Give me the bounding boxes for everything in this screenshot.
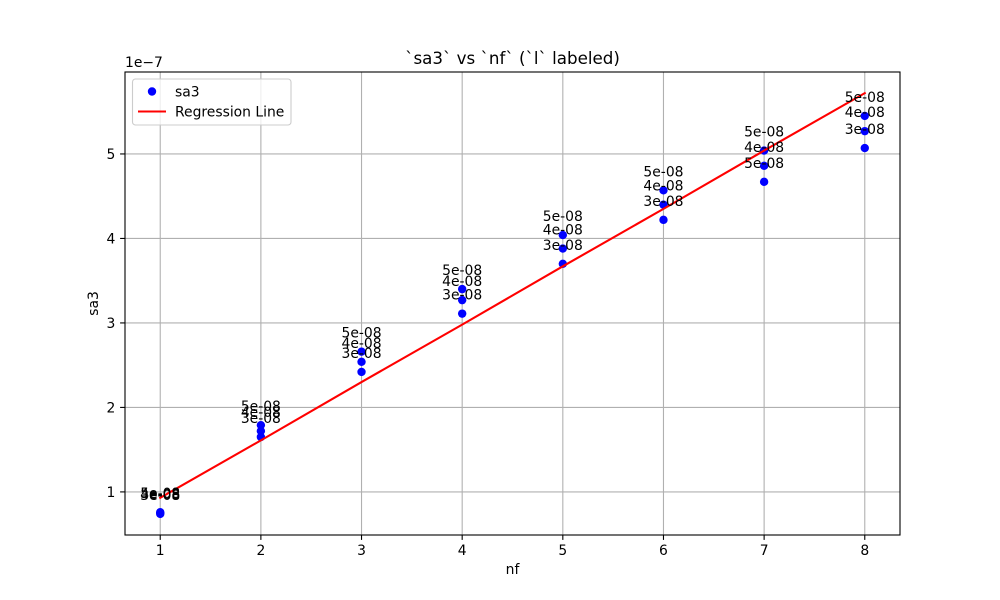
data-point	[558, 244, 568, 253]
data-point	[860, 126, 869, 136]
regression-line	[158, 91, 867, 500]
point-label: 4e-08	[442, 274, 482, 290]
data-point	[659, 215, 668, 225]
data-point	[558, 230, 568, 240]
legend-marker-sa3	[147, 87, 157, 96]
y-tick-label: 1	[106, 485, 115, 501]
data-point	[759, 177, 769, 187]
data-point	[357, 367, 366, 377]
legend-label-sa3: sa3	[175, 85, 200, 101]
point-label: 3e-08	[341, 346, 381, 362]
x-tick-label: 5	[558, 543, 567, 559]
data-point	[860, 143, 869, 153]
chart-title: `sa3` vs `nf` (`l` labeled)	[405, 48, 620, 68]
point-label: 5e-08	[241, 399, 281, 415]
legend-label-regression: Regression Line	[175, 105, 284, 121]
x-axis-label: nf	[506, 562, 521, 578]
point-labels: 5e-084e-083e-085e-084e-083e-085e-084e-08…	[140, 90, 885, 504]
y-axis-offset-text: 1e−7	[125, 55, 163, 71]
point-label: 4e-08	[543, 223, 583, 239]
point-label: 5e-08	[140, 486, 180, 502]
point-label: 3e-08	[241, 411, 281, 427]
axis-ticks: 1 2 3 4 5 6 7 8 1 2 3 4 5	[106, 147, 869, 559]
regression-series	[158, 91, 867, 500]
point-label: 3e-08	[140, 488, 180, 504]
point-label: 5e-08	[643, 164, 683, 180]
legend-box	[131, 78, 292, 126]
point-label: 3e-08	[845, 122, 885, 138]
point-label: 5e-08	[341, 326, 381, 342]
x-tick-label: 4	[458, 543, 467, 559]
y-tick-label: 5	[106, 147, 115, 163]
point-label: 4e-08	[845, 105, 885, 121]
x-tick-label: 3	[357, 543, 366, 559]
data-point	[860, 111, 869, 121]
point-label: 4e-08	[341, 336, 381, 352]
data-point	[256, 420, 266, 430]
y-axis-label: sa3	[86, 291, 102, 316]
y-tick-label: 3	[106, 316, 115, 332]
plot-area	[125, 72, 900, 535]
point-label: 3e-08	[543, 238, 583, 254]
data-point	[659, 186, 668, 195]
point-label: 3e-08	[442, 288, 482, 304]
data-point	[457, 295, 467, 305]
point-label: 5e-08	[442, 263, 482, 279]
y-tick-label: 2	[106, 400, 115, 416]
data-point	[357, 347, 366, 356]
point-label: 4e-08	[241, 405, 281, 421]
point-label: 3e-08	[643, 194, 683, 210]
x-tick-label: 6	[659, 543, 668, 559]
data-point	[759, 161, 769, 170]
grid-lines	[125, 72, 900, 535]
point-label: 4e-08	[643, 179, 683, 195]
point-label: 5e-08	[845, 90, 885, 106]
data-point	[457, 284, 467, 294]
data-point	[256, 426, 266, 436]
y-tick-label: 4	[106, 231, 115, 247]
plot-frame	[124, 71, 901, 536]
x-tick-label: 7	[760, 543, 769, 559]
data-point	[357, 357, 366, 366]
x-tick-label: 8	[860, 543, 869, 559]
point-label: 5e-08	[744, 125, 784, 141]
x-tick-label: 1	[156, 543, 165, 559]
x-tick-label: 2	[256, 543, 265, 559]
point-label: 5e-08	[744, 156, 784, 172]
point-label: 5e-08	[543, 209, 583, 225]
data-point	[156, 509, 165, 519]
point-label: 4e-08	[744, 140, 784, 156]
legend: sa3 Regression Line	[131, 78, 292, 126]
point-label: 4e-08	[140, 487, 180, 503]
data-point	[457, 309, 467, 318]
